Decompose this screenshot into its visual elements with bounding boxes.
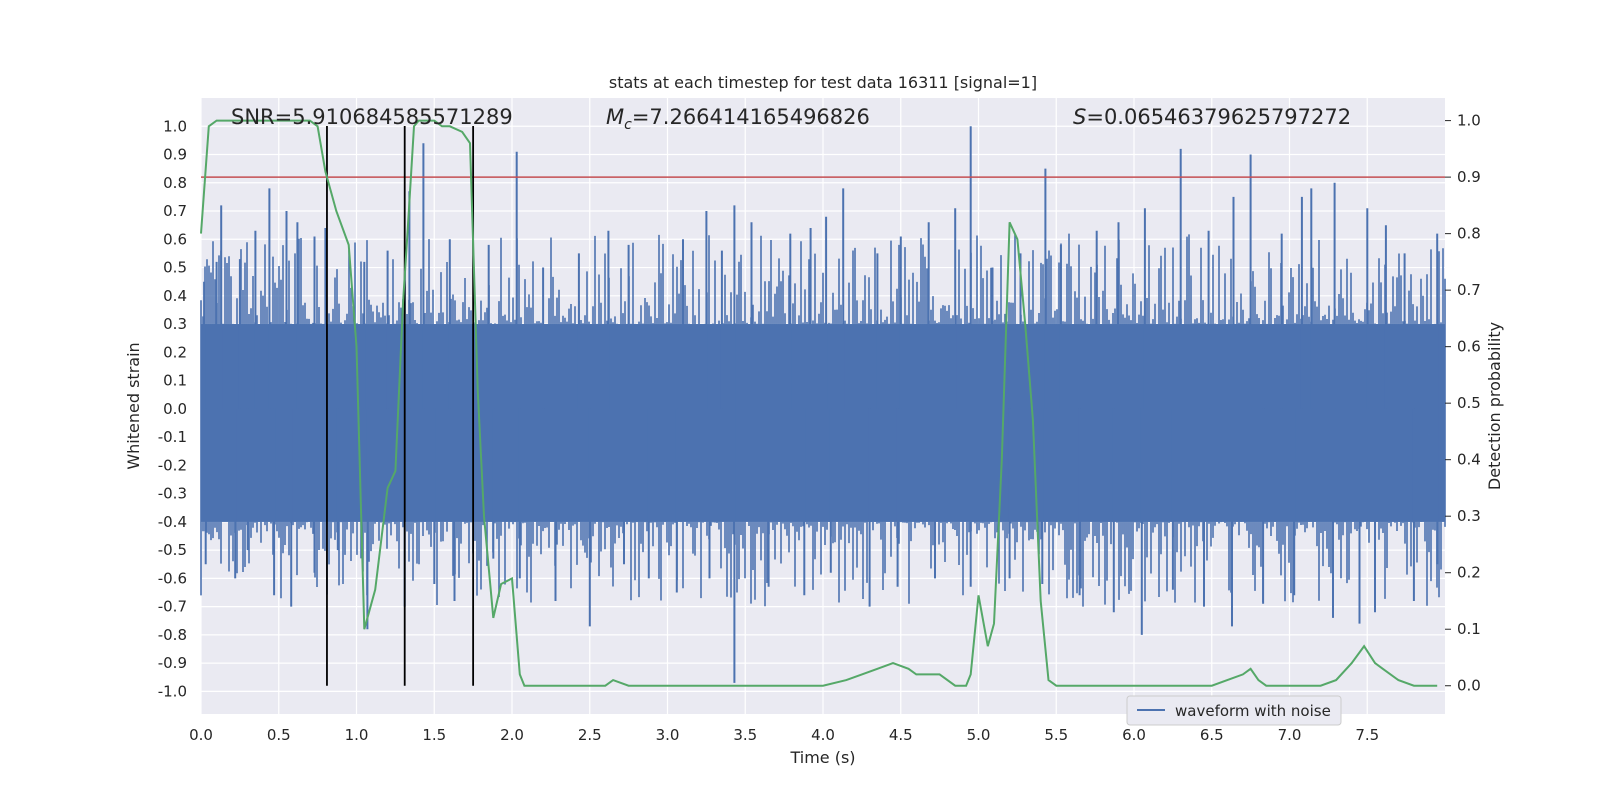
- s-annotation: S=0.06546379625797272: [1073, 105, 1351, 129]
- y-left-tick-label: -0.5: [158, 541, 187, 559]
- s-value: =0.06546379625797272: [1086, 105, 1351, 129]
- mc-subscript: c: [624, 117, 632, 133]
- chart-title: stats at each timestep for test data 163…: [609, 73, 1037, 92]
- waveform-peaks: [203, 126, 1439, 683]
- y-left-tick-label: 0.7: [163, 202, 187, 220]
- x-tick-label: 4.5: [889, 726, 913, 744]
- y-axis-right-label: Detection probability: [1485, 322, 1504, 490]
- y-left-tick-label: -0.2: [158, 456, 187, 474]
- legend-label: waveform with noise: [1175, 702, 1331, 720]
- y-right-tick-label: 0.7: [1457, 281, 1481, 299]
- y-right-tick-label: 0.3: [1457, 507, 1481, 525]
- y-left-tick-label: 0.5: [163, 259, 187, 277]
- y-right-tick-label: 0.1: [1457, 620, 1481, 638]
- detection-probability-line: [200, 119, 1438, 687]
- y-left-tick-label: -0.6: [158, 569, 187, 587]
- x-axis-label: Time (s): [789, 748, 855, 767]
- y-left-tick-label: 1.0: [163, 117, 187, 135]
- detection-probability-series: [200, 119, 1438, 687]
- y-right-tick-label: 0.8: [1457, 225, 1481, 243]
- y-left-tick-label: 0.0: [163, 400, 187, 418]
- waveform-noise: [200, 233, 1446, 607]
- y-left-tick-label: 0.1: [163, 372, 187, 390]
- x-tick-label: 7.5: [1355, 726, 1379, 744]
- x-tick-label: 2.0: [500, 726, 524, 744]
- y-left-tick-label: -0.7: [158, 598, 187, 616]
- y-left-tick-label: -0.9: [158, 654, 187, 672]
- y-right-tick-label: 0.0: [1457, 677, 1481, 695]
- x-tick-label: 0.5: [267, 726, 291, 744]
- x-tick-label: 0.0: [189, 726, 213, 744]
- legend-box: [1126, 695, 1342, 726]
- y-right-tick-label: 0.6: [1457, 338, 1481, 356]
- y-left-tick-label: 0.9: [163, 146, 187, 164]
- mc-symbol: M: [606, 105, 624, 129]
- x-tick-label: 1.5: [422, 726, 446, 744]
- x-tick-label: 4.0: [811, 726, 835, 744]
- x-tick-label: 2.5: [578, 726, 602, 744]
- x-tick-label: 6.5: [1200, 726, 1224, 744]
- snr-annotation: SNR=5.910684585571289: [231, 105, 513, 129]
- y-left-tick-label: 0.4: [163, 287, 187, 305]
- y-left-tick-label: -0.4: [158, 513, 187, 531]
- y-right-tick-label: 0.4: [1457, 451, 1481, 469]
- y-left-tick-label: 0.8: [163, 174, 187, 192]
- y-left-tick-label: 0.3: [163, 315, 187, 333]
- legend: waveform with noise: [1126, 695, 1342, 726]
- mc-value: =7.266414165496826: [632, 105, 870, 129]
- x-tick-label: 7.0: [1278, 726, 1302, 744]
- x-tick-label: 3.5: [733, 726, 757, 744]
- x-tick-label: 6.0: [1122, 726, 1146, 744]
- x-tick-label: 5.0: [967, 726, 991, 744]
- y-left-tick-label: 0.2: [163, 343, 187, 361]
- y-left-tick-label: -0.3: [158, 485, 187, 503]
- y-right-tick-label: 0.9: [1457, 168, 1481, 186]
- y-right-tick-label: 1.0: [1457, 112, 1481, 130]
- y-left-tick-label: 0.6: [163, 230, 187, 248]
- y-left-tick-label: -0.1: [158, 428, 187, 446]
- x-tick-label: 5.5: [1044, 726, 1068, 744]
- y-axis-left-label: Whitened strain: [124, 342, 143, 469]
- x-tick-label: 1.0: [345, 726, 369, 744]
- axis-ticks: 0.0 0.5 1.0 1.5 2.0 2.5 3.0 3.5 4.0 4.5 5.0 5.5 6.0 6…: [158, 112, 1481, 744]
- mc-annotation: Mc=7.266414165496826: [606, 105, 870, 133]
- y-right-tick-label: 0.2: [1457, 564, 1481, 582]
- waveform-series: [200, 126, 1446, 683]
- y-right-tick-label: 0.5: [1457, 394, 1481, 412]
- s-symbol: S: [1073, 105, 1086, 129]
- y-left-tick-label: -1.0: [158, 682, 187, 700]
- y-left-tick-label: -0.8: [158, 626, 187, 644]
- x-tick-label: 3.0: [656, 726, 680, 744]
